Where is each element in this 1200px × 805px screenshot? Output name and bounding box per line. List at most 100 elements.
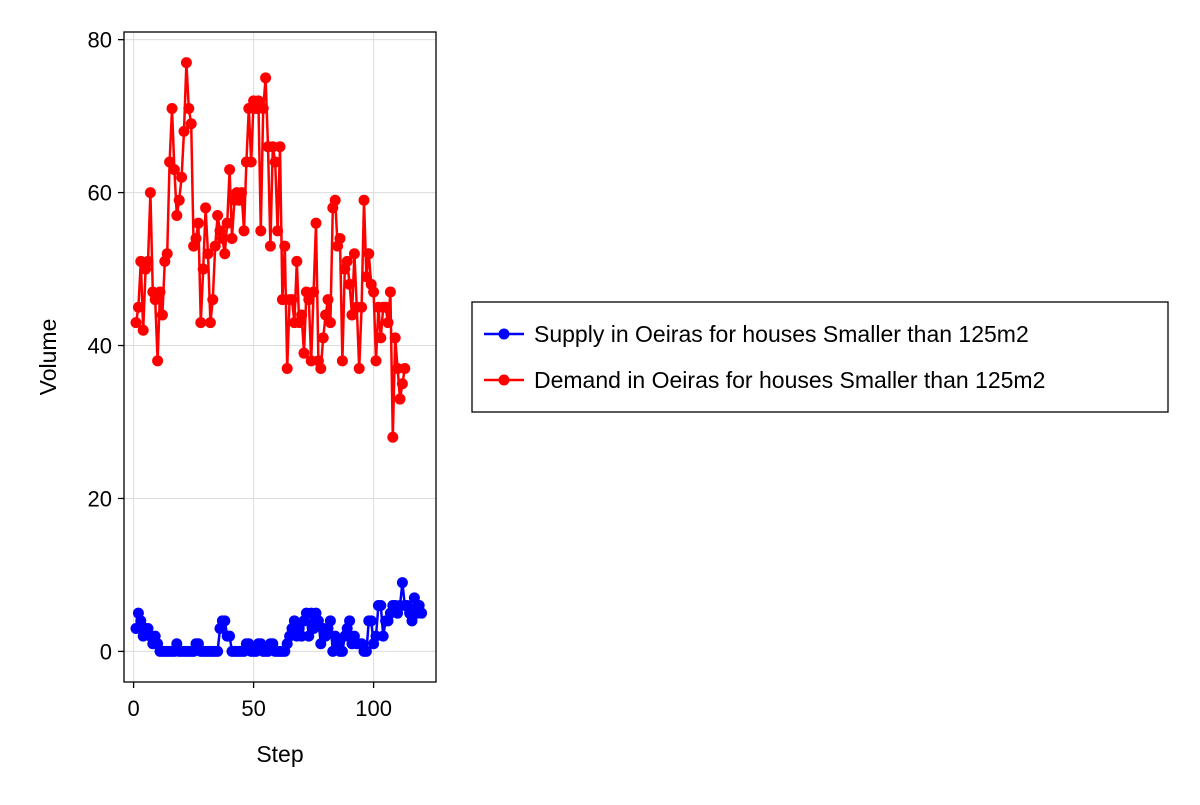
y-tick-label: 80	[88, 28, 112, 53]
legend-label: Demand in Oeiras for houses Smaller than…	[534, 367, 1045, 393]
data-point	[185, 118, 197, 130]
data-point	[212, 645, 224, 657]
data-point	[416, 607, 428, 619]
data-point	[324, 317, 336, 329]
data-point	[296, 309, 308, 321]
data-point	[399, 362, 411, 374]
data-point	[358, 194, 370, 206]
data-point	[334, 232, 346, 244]
data-point	[212, 210, 224, 222]
data-point	[161, 248, 173, 260]
data-point	[363, 248, 375, 260]
data-point	[298, 347, 310, 359]
legend-entry: Supply in Oeiras for houses Smaller than…	[484, 321, 1029, 347]
data-point	[192, 217, 204, 229]
data-point	[279, 240, 291, 252]
data-point	[324, 615, 336, 627]
data-point	[356, 301, 368, 313]
data-point	[380, 301, 392, 313]
data-point	[375, 600, 387, 612]
legend-box	[471, 301, 1169, 413]
data-point	[257, 102, 269, 114]
data-point	[178, 125, 190, 137]
x-tick-label: 50	[241, 696, 265, 721]
data-point	[344, 615, 356, 627]
data-point	[370, 355, 382, 367]
data-point	[142, 255, 154, 267]
data-point	[166, 102, 178, 114]
data-point	[281, 362, 293, 374]
data-point	[269, 156, 281, 168]
data-point	[375, 332, 387, 344]
data-point	[130, 317, 142, 329]
data-point	[329, 194, 341, 206]
legend-marker	[498, 328, 510, 340]
legend: Supply in Oeiras for houses Smaller than…	[471, 301, 1169, 413]
data-point	[344, 278, 356, 290]
data-point	[197, 263, 209, 275]
plot-frame	[123, 31, 437, 683]
data-point	[353, 362, 365, 374]
data-point	[291, 255, 303, 267]
data-point	[180, 57, 192, 69]
data-point	[200, 202, 212, 214]
data-point	[245, 156, 257, 168]
data-point	[310, 217, 322, 229]
data-point	[183, 102, 195, 114]
data-point	[315, 362, 327, 374]
data-point	[168, 164, 180, 176]
data-point	[348, 248, 360, 260]
data-point	[365, 615, 377, 627]
data-point	[368, 286, 380, 298]
series-supply	[130, 577, 428, 657]
data-point	[272, 225, 284, 237]
y-tick-label: 20	[88, 486, 112, 511]
data-point	[336, 355, 348, 367]
data-point	[202, 248, 214, 260]
data-point	[137, 324, 149, 336]
data-point	[190, 232, 202, 244]
data-point	[341, 255, 353, 267]
x-axis-label: Step	[256, 741, 303, 767]
plot-series	[130, 57, 428, 657]
data-point	[389, 332, 401, 344]
data-point	[171, 210, 183, 222]
data-point	[224, 630, 236, 642]
data-point	[221, 217, 233, 229]
y-tick-label: 60	[88, 181, 112, 206]
data-point	[396, 577, 408, 589]
data-point	[274, 141, 286, 153]
data-point	[317, 332, 329, 344]
data-point	[336, 645, 348, 657]
data-point	[286, 294, 298, 306]
data-point	[152, 355, 164, 367]
y-axis-label: Volume	[35, 319, 61, 396]
data-point	[308, 286, 320, 298]
data-point	[173, 194, 185, 206]
data-point	[260, 72, 272, 84]
data-point	[236, 187, 248, 199]
data-point	[176, 171, 188, 183]
data-point	[387, 431, 399, 443]
data-point	[224, 164, 236, 176]
data-point	[156, 309, 168, 321]
y-tick-label: 40	[88, 334, 112, 359]
x-tick-label: 100	[355, 696, 392, 721]
legend-label: Supply in Oeiras for houses Smaller than…	[534, 321, 1029, 347]
data-point	[264, 240, 276, 252]
data-point	[396, 378, 408, 390]
axis-ticks: 0 50 100 0 20 40 60 80	[88, 28, 392, 721]
data-point	[360, 645, 372, 657]
data-point	[226, 232, 238, 244]
legend-marker	[498, 374, 510, 386]
data-point	[195, 317, 207, 329]
data-point	[209, 240, 221, 252]
data-point	[394, 393, 406, 405]
data-point	[204, 317, 216, 329]
data-point	[216, 232, 228, 244]
data-point	[377, 630, 389, 642]
series-demand	[130, 57, 411, 443]
data-point	[382, 317, 394, 329]
legend-entry: Demand in Oeiras for houses Smaller than…	[484, 367, 1045, 393]
